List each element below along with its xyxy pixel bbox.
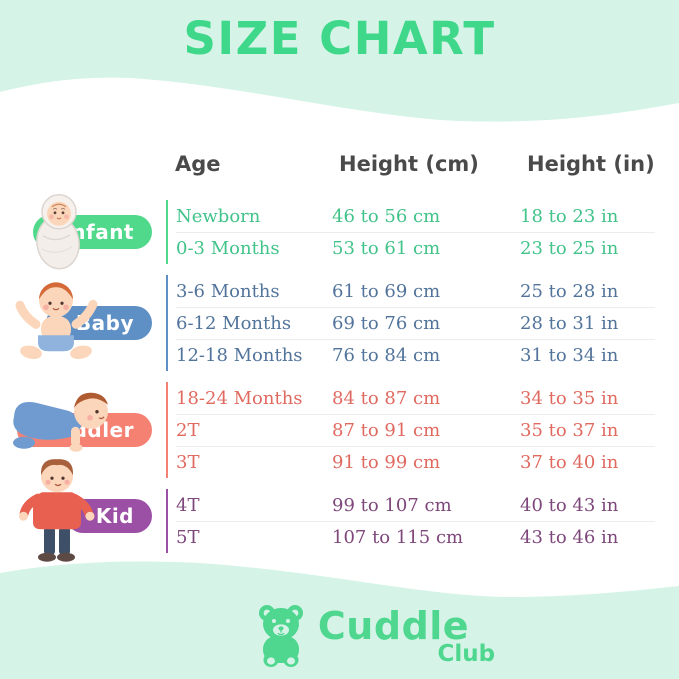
age-cell: 0-3 Months (176, 238, 280, 259)
size-group-baby: Baby 3-6 Months 61 to 69 cm 25 to 28 in … (0, 275, 679, 371)
swaddled-newborn-icon (36, 194, 80, 270)
age-cell: 6-12 Months (176, 313, 292, 334)
table-row: 3-6 Months 61 to 69 cm 25 to 28 in (176, 275, 655, 307)
infant-rows: Newborn 46 to 56 cm 18 to 23 in 0-3 Mont… (166, 200, 655, 264)
height-cm-cell: 99 to 107 cm (332, 494, 452, 516)
table-header-row: Age Height (cm) Height (in) (175, 152, 679, 182)
height-in-cell: 34 to 35 in (520, 387, 619, 409)
table-row: 0-3 Months 53 to 61 cm 23 to 25 in (176, 232, 655, 264)
height-in-cell: 35 to 37 in (520, 420, 619, 441)
height-in-cell: 31 to 34 in (520, 345, 619, 366)
page-title: SIZE CHART (183, 12, 496, 65)
kid-badge: Kid (0, 459, 166, 562)
size-table: Age Height (cm) Height (in) (0, 140, 679, 564)
header-height-cm: Height (cm) (339, 152, 479, 176)
height-in-cell: 28 to 31 in (520, 313, 619, 334)
age-cell: 4T (176, 494, 200, 516)
size-group-toddler: Toddler 18-24 Months 84 to 87 cm 34 to 3… (0, 382, 679, 478)
teddy-bear-icon (258, 605, 303, 667)
group-label: Kid (95, 503, 134, 528)
height-cm-cell: 69 to 76 cm (332, 313, 441, 334)
height-cm-cell: 76 to 84 cm (332, 345, 441, 366)
baby-badge: Baby (0, 275, 166, 371)
height-in-cell: 40 to 43 in (520, 494, 619, 516)
height-cm-cell: 84 to 87 cm (332, 387, 441, 409)
table-row: 12-18 Months 76 to 84 cm 31 to 34 in (176, 339, 655, 371)
standing-kid-icon (19, 459, 95, 562)
age-cell: 18-24 Months (176, 387, 303, 409)
height-cm-cell: 91 to 99 cm (332, 452, 441, 473)
table-row: 2T 87 to 91 cm 35 to 37 in (176, 414, 655, 446)
top-wave-band (0, 0, 679, 122)
toddler-rows: 18-24 Months 84 to 87 cm 34 to 35 in 2T … (166, 382, 655, 478)
table-row: Newborn 46 to 56 cm 18 to 23 in (176, 200, 655, 232)
age-cell: 2T (176, 420, 200, 441)
bottom-wave-band (0, 561, 679, 679)
height-in-cell: 18 to 23 in (520, 205, 619, 227)
size-group-kid: Kid 4T 99 to 107 cm 40 to 43 in 5T 107 t… (0, 459, 679, 562)
age-cell: 5T (176, 527, 200, 548)
brand-footer: Cuddle Club (0, 603, 679, 669)
toddler-badge: Toddler (0, 382, 166, 478)
height-in-cell: 43 to 46 in (520, 527, 619, 548)
height-cm-cell: 107 to 115 cm (332, 527, 464, 548)
height-cm-cell: 46 to 56 cm (332, 205, 441, 227)
brand-suffix: Club (437, 640, 496, 667)
kid-rows: 4T 99 to 107 cm 40 to 43 in 5T 107 to 11… (166, 489, 655, 553)
height-cm-cell: 87 to 91 cm (332, 420, 441, 441)
height-in-cell: 37 to 40 in (520, 452, 619, 473)
size-group-infant: Infant Newborn 46 to 56 cm 18 to 23 in 0… (0, 194, 679, 270)
age-cell: 3-6 Months (176, 280, 280, 302)
sitting-baby-icon (15, 282, 98, 360)
brand-wordmark: Cuddle Club (317, 603, 495, 666)
table-row: 6-12 Months 69 to 76 cm 28 to 31 in (176, 307, 655, 339)
height-cm-cell: 53 to 61 cm (332, 238, 441, 259)
brand-name: Cuddle (317, 603, 470, 648)
age-cell: 12-18 Months (176, 345, 303, 366)
table-row: 5T 107 to 115 cm 43 to 46 in (176, 521, 655, 553)
infant-badge: Infant (0, 194, 166, 270)
header-age: Age (175, 152, 221, 176)
table-row: 18-24 Months 84 to 87 cm 34 to 35 in (176, 382, 655, 414)
height-in-cell: 23 to 25 in (520, 238, 619, 259)
age-cell: Newborn (176, 205, 261, 227)
header-height-in: Height (in) (527, 152, 655, 176)
table-row: 4T 99 to 107 cm 40 to 43 in (176, 489, 655, 521)
crawling-toddler-icon (13, 392, 108, 452)
table-row: 3T 91 to 99 cm 37 to 40 in (176, 446, 655, 478)
age-cell: 3T (176, 452, 200, 473)
height-in-cell: 25 to 28 in (520, 280, 619, 302)
baby-rows: 3-6 Months 61 to 69 cm 25 to 28 in 6-12 … (166, 275, 655, 371)
height-cm-cell: 61 to 69 cm (332, 280, 441, 302)
